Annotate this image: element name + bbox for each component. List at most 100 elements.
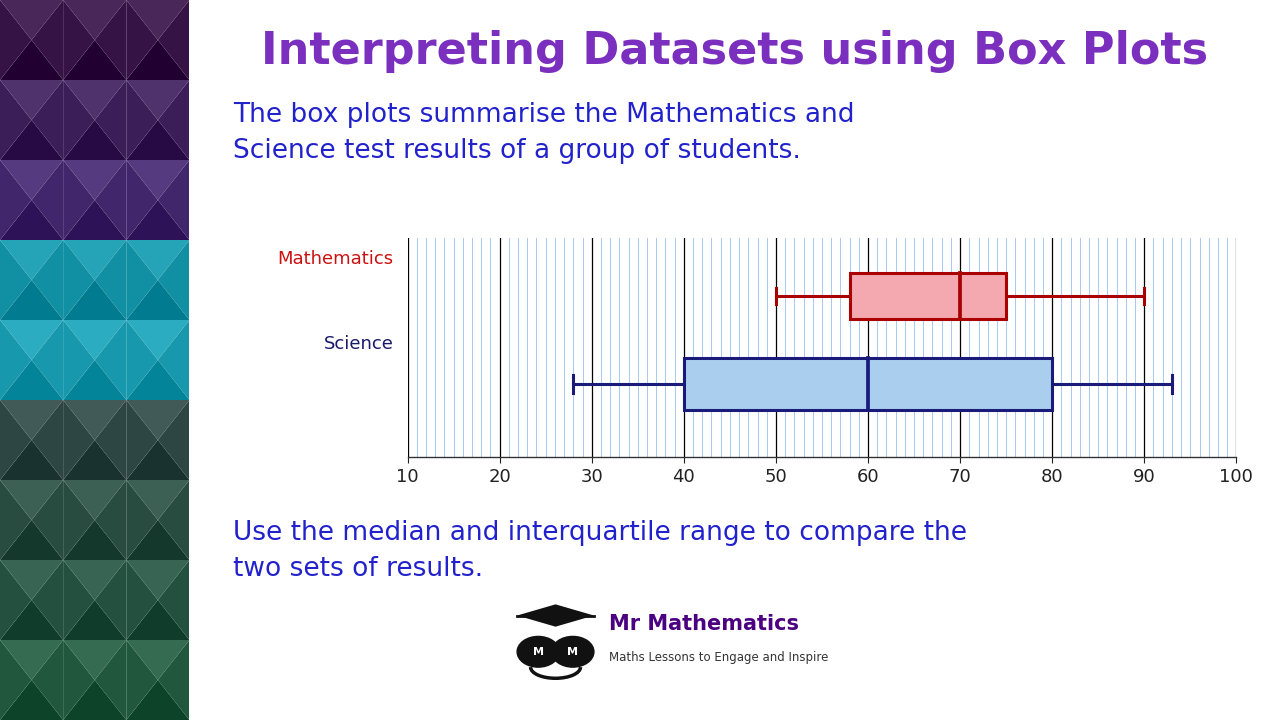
Polygon shape: [32, 80, 63, 160]
Text: Mr Mathematics: Mr Mathematics: [609, 614, 799, 634]
Polygon shape: [517, 604, 594, 626]
Polygon shape: [95, 0, 127, 80]
Polygon shape: [157, 320, 189, 400]
Polygon shape: [127, 480, 157, 560]
Text: Interpreting Datasets using Box Plots: Interpreting Datasets using Box Plots: [261, 30, 1208, 73]
Polygon shape: [63, 320, 127, 360]
Polygon shape: [0, 600, 63, 640]
Polygon shape: [127, 80, 189, 120]
Text: Use the median and interquartile range to compare the
two sets of results.: Use the median and interquartile range t…: [233, 520, 968, 582]
Polygon shape: [0, 80, 32, 160]
Polygon shape: [32, 0, 63, 80]
Polygon shape: [157, 0, 189, 80]
Circle shape: [517, 636, 559, 667]
Polygon shape: [127, 0, 157, 80]
Polygon shape: [127, 400, 157, 480]
Polygon shape: [63, 360, 127, 400]
Polygon shape: [127, 360, 189, 400]
Polygon shape: [63, 0, 127, 40]
Text: The box plots summarise the Mathematics and
Science test results of a group of s: The box plots summarise the Mathematics …: [233, 102, 855, 164]
Text: Maths Lessons to Engage and Inspire: Maths Lessons to Engage and Inspire: [609, 651, 828, 664]
Polygon shape: [63, 200, 127, 240]
Polygon shape: [0, 120, 63, 160]
Polygon shape: [63, 600, 127, 640]
Polygon shape: [0, 160, 63, 200]
Polygon shape: [127, 400, 189, 440]
Polygon shape: [32, 480, 63, 560]
Polygon shape: [157, 160, 189, 240]
Polygon shape: [127, 560, 189, 600]
Polygon shape: [127, 240, 157, 320]
Polygon shape: [127, 520, 189, 560]
Polygon shape: [157, 560, 189, 640]
Bar: [684, 358, 1052, 410]
Polygon shape: [127, 320, 157, 400]
Polygon shape: [0, 200, 63, 240]
Polygon shape: [63, 480, 95, 560]
Circle shape: [552, 636, 594, 667]
Polygon shape: [95, 320, 127, 400]
Polygon shape: [127, 160, 189, 200]
Polygon shape: [63, 440, 127, 480]
Polygon shape: [157, 480, 189, 560]
Polygon shape: [0, 160, 32, 240]
Polygon shape: [127, 480, 189, 520]
Polygon shape: [95, 480, 127, 560]
Polygon shape: [32, 240, 63, 320]
Text: Mathematics: Mathematics: [278, 250, 394, 268]
Polygon shape: [95, 560, 127, 640]
Polygon shape: [95, 240, 127, 320]
Polygon shape: [0, 480, 63, 520]
Polygon shape: [0, 360, 63, 400]
Polygon shape: [63, 520, 127, 560]
Polygon shape: [0, 680, 63, 720]
Polygon shape: [127, 440, 189, 480]
Polygon shape: [63, 680, 127, 720]
Polygon shape: [0, 0, 63, 40]
Polygon shape: [63, 160, 127, 200]
Polygon shape: [63, 640, 95, 720]
Polygon shape: [0, 480, 32, 560]
Polygon shape: [127, 40, 189, 80]
Polygon shape: [127, 560, 157, 640]
Polygon shape: [0, 320, 63, 360]
Polygon shape: [63, 120, 127, 160]
Polygon shape: [0, 80, 63, 120]
Polygon shape: [63, 0, 95, 80]
Polygon shape: [157, 80, 189, 160]
Polygon shape: [63, 280, 127, 320]
Polygon shape: [63, 560, 127, 600]
Polygon shape: [32, 400, 63, 480]
Polygon shape: [127, 160, 157, 240]
Polygon shape: [0, 400, 32, 480]
Polygon shape: [0, 560, 32, 640]
Polygon shape: [63, 640, 127, 680]
Polygon shape: [127, 80, 157, 160]
Polygon shape: [63, 480, 127, 520]
Polygon shape: [32, 640, 63, 720]
Polygon shape: [0, 400, 63, 440]
Polygon shape: [0, 520, 63, 560]
Bar: [850, 274, 1006, 319]
Polygon shape: [32, 160, 63, 240]
Polygon shape: [63, 160, 95, 240]
Polygon shape: [63, 320, 95, 400]
Polygon shape: [63, 400, 95, 480]
Polygon shape: [95, 160, 127, 240]
Polygon shape: [127, 600, 189, 640]
Polygon shape: [0, 560, 63, 600]
Polygon shape: [63, 560, 95, 640]
Polygon shape: [127, 640, 157, 720]
Polygon shape: [157, 400, 189, 480]
Polygon shape: [127, 320, 189, 360]
Polygon shape: [0, 0, 32, 80]
Polygon shape: [63, 400, 127, 440]
Polygon shape: [127, 280, 189, 320]
Polygon shape: [63, 80, 127, 120]
Polygon shape: [95, 80, 127, 160]
Polygon shape: [157, 640, 189, 720]
Polygon shape: [95, 640, 127, 720]
Polygon shape: [0, 40, 63, 80]
Polygon shape: [127, 640, 189, 680]
Polygon shape: [127, 240, 189, 280]
